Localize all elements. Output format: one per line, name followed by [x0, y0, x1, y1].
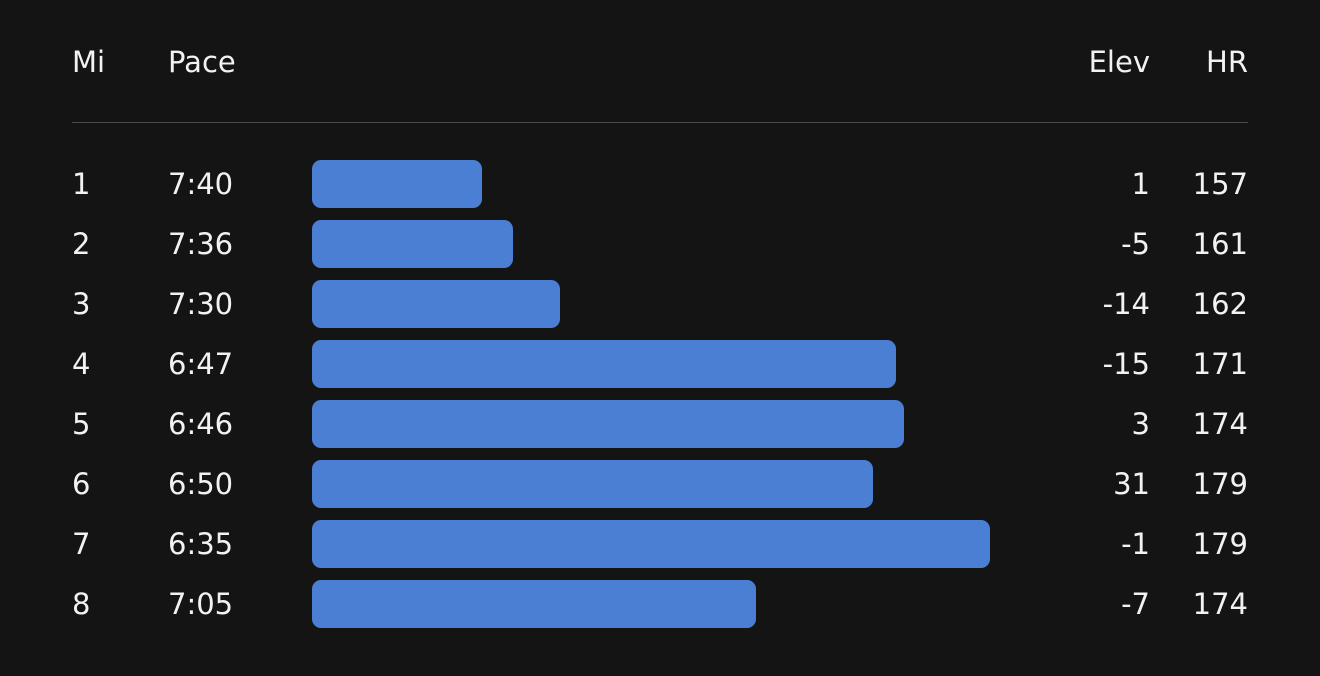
split-heart-rate: 162	[1192, 287, 1248, 321]
split-pace: 6:47	[168, 347, 234, 381]
split-mile: 7	[72, 527, 91, 561]
split-elevation: 1	[1131, 167, 1150, 201]
split-mile: 8	[72, 587, 91, 621]
header-hr: HR	[1206, 45, 1248, 79]
split-elevation: 3	[1131, 407, 1150, 441]
pace-bar	[312, 160, 482, 208]
split-elevation: -7	[1121, 587, 1150, 621]
split-mile: 1	[72, 167, 91, 201]
split-heart-rate: 171	[1192, 347, 1248, 381]
split-pace: 6:46	[168, 407, 234, 441]
split-pace: 6:35	[168, 527, 234, 561]
header-elev: Elev	[1088, 45, 1150, 79]
split-elevation: 31	[1113, 467, 1150, 501]
split-elevation: -14	[1102, 287, 1150, 321]
pace-bar	[312, 520, 990, 568]
split-elevation: -5	[1121, 227, 1150, 261]
split-heart-rate: 179	[1192, 467, 1248, 501]
split-heart-rate: 161	[1192, 227, 1248, 261]
header-pace: Pace	[168, 45, 236, 79]
split-elevation: -15	[1102, 347, 1150, 381]
split-mile: 5	[72, 407, 91, 441]
pace-bar	[312, 460, 873, 508]
split-mile: 2	[72, 227, 91, 261]
split-pace: 6:50	[168, 467, 234, 501]
header-mi: Mi	[72, 45, 106, 79]
split-heart-rate: 174	[1192, 587, 1248, 621]
pace-bar	[312, 580, 756, 628]
split-heart-rate: 174	[1192, 407, 1248, 441]
pace-bar	[312, 400, 904, 448]
split-pace: 7:40	[168, 167, 234, 201]
split-elevation: -1	[1121, 527, 1150, 561]
pace-bar	[312, 340, 897, 388]
pace-bar	[312, 220, 514, 268]
pace-bar	[312, 280, 561, 328]
split-heart-rate: 179	[1192, 527, 1248, 561]
header-divider	[72, 122, 1248, 123]
split-pace: 7:30	[168, 287, 234, 321]
split-heart-rate: 157	[1192, 167, 1248, 201]
split-mile: 6	[72, 467, 91, 501]
split-mile: 4	[72, 347, 91, 381]
split-mile: 3	[72, 287, 91, 321]
split-pace: 7:36	[168, 227, 234, 261]
split-pace: 7:05	[168, 587, 234, 621]
